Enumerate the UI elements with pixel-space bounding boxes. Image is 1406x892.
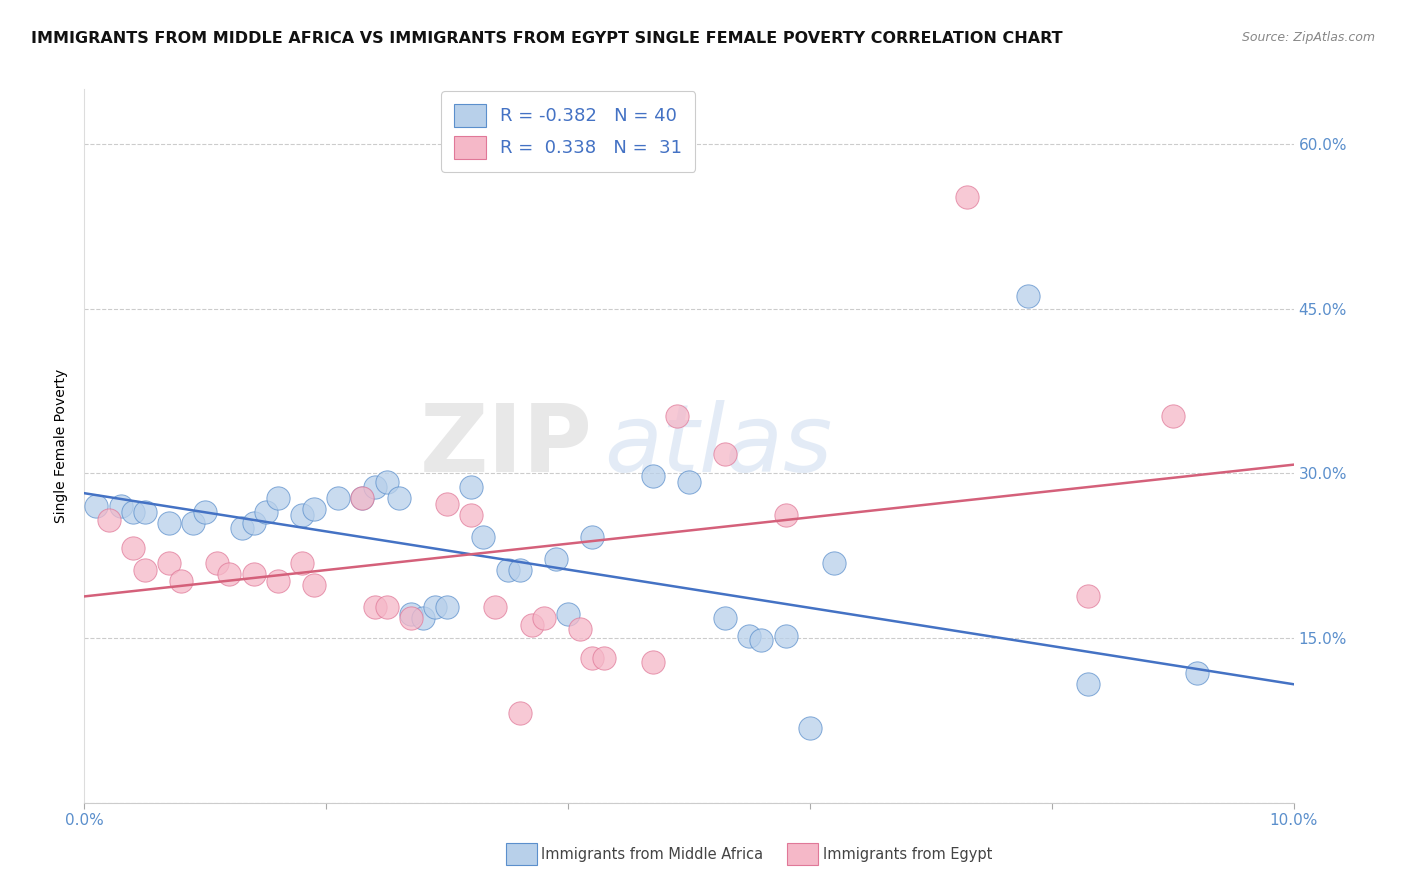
Point	[799, 721, 821, 735]
Point	[496, 563, 519, 577]
Point	[593, 651, 616, 665]
Point	[302, 501, 325, 516]
Point	[291, 508, 314, 523]
Point	[775, 629, 797, 643]
Point	[352, 491, 374, 505]
Point	[181, 516, 204, 530]
Point	[375, 475, 398, 490]
Point	[956, 190, 979, 204]
Point	[1077, 590, 1099, 604]
Point	[569, 623, 592, 637]
Point	[399, 607, 422, 621]
Text: IMMIGRANTS FROM MIDDLE AFRICA VS IMMIGRANTS FROM EGYPT SINGLE FEMALE POVERTY COR: IMMIGRANTS FROM MIDDLE AFRICA VS IMMIGRA…	[31, 31, 1063, 46]
Point	[1017, 288, 1039, 302]
Point	[375, 600, 398, 615]
Point	[328, 491, 350, 505]
Point	[484, 600, 506, 615]
Text: ZIP: ZIP	[419, 400, 592, 492]
Point	[423, 600, 446, 615]
Point	[581, 651, 603, 665]
Point	[254, 505, 277, 519]
Point	[291, 557, 314, 571]
Point	[363, 480, 385, 494]
Point	[557, 607, 579, 621]
Point	[231, 521, 253, 535]
Point	[1077, 677, 1099, 691]
Point	[134, 505, 156, 519]
Point	[1161, 409, 1184, 424]
Point	[242, 567, 264, 582]
Point	[134, 563, 156, 577]
Point	[399, 611, 422, 625]
Y-axis label: Single Female Poverty: Single Female Poverty	[53, 369, 67, 523]
Text: Immigrants from Egypt: Immigrants from Egypt	[823, 847, 991, 862]
Point	[520, 618, 543, 632]
Point	[678, 475, 700, 490]
Point	[509, 706, 531, 720]
Point	[170, 574, 193, 588]
Point	[267, 491, 290, 505]
Point	[665, 409, 688, 424]
Point	[121, 541, 143, 555]
Text: Source: ZipAtlas.com: Source: ZipAtlas.com	[1241, 31, 1375, 45]
Text: atlas: atlas	[605, 401, 832, 491]
Point	[823, 557, 845, 571]
Point	[267, 574, 290, 588]
Point	[86, 500, 108, 514]
Point	[412, 611, 434, 625]
Point	[110, 500, 132, 514]
Point	[714, 611, 737, 625]
Point	[97, 512, 120, 526]
Point	[388, 491, 411, 505]
Point	[436, 600, 458, 615]
Point	[581, 530, 603, 544]
Point	[714, 447, 737, 461]
Point	[242, 516, 264, 530]
Point	[641, 468, 664, 483]
Point	[363, 600, 385, 615]
Point	[460, 508, 482, 523]
Point	[352, 491, 374, 505]
Point	[436, 497, 458, 511]
Point	[460, 480, 482, 494]
Point	[218, 567, 240, 582]
Legend: R = -0.382   N = 40, R =  0.338   N =  31: R = -0.382 N = 40, R = 0.338 N = 31	[441, 91, 695, 172]
Point	[775, 508, 797, 523]
Point	[509, 563, 531, 577]
Point	[533, 611, 555, 625]
Point	[121, 505, 143, 519]
Point	[302, 578, 325, 592]
Point	[472, 530, 495, 544]
Point	[751, 633, 773, 648]
Point	[544, 552, 567, 566]
Point	[157, 557, 180, 571]
Point	[207, 557, 229, 571]
Text: Immigrants from Middle Africa: Immigrants from Middle Africa	[541, 847, 763, 862]
Point	[194, 505, 217, 519]
Point	[1185, 666, 1208, 681]
Point	[738, 629, 761, 643]
Point	[157, 516, 180, 530]
Point	[641, 655, 664, 669]
